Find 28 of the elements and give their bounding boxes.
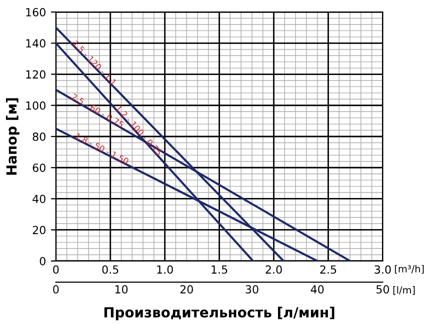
x2-tick-label: 40	[310, 285, 324, 294]
x2-tick-label: 20	[180, 285, 193, 294]
y-tick-label: 20	[32, 226, 46, 234]
x-tick-label: 0.5	[102, 265, 118, 274]
y-tick-label: 80	[32, 132, 46, 141]
y-tick-label: 120	[26, 70, 46, 79]
y-tick-label: 40	[32, 194, 46, 204]
x-tick-label: 2.0	[266, 265, 282, 274]
x2-tick-label: 50	[376, 285, 390, 294]
x2-tick-label: 0	[53, 285, 59, 294]
y-axis-title: Напор [м]	[6, 98, 20, 175]
x2-tick-label: 30	[246, 285, 258, 294]
text: [m³/h]	[394, 264, 424, 274]
text: [l/m]	[393, 286, 415, 295]
x2-tick-label: 10	[115, 285, 128, 294]
y-tick-label: 0	[40, 256, 46, 266]
y-tick-label: 60	[32, 164, 46, 172]
y-tick-label: 160	[26, 8, 46, 16]
x-tick-label: 0	[53, 265, 59, 274]
x-tick-label: 2.5	[320, 265, 336, 274]
text: 1.5 - 120 - 1.1	[72, 40, 117, 86]
text: 1.8 - 50 - 1.50	[74, 132, 130, 164]
x-tick-label: 3.0	[374, 265, 391, 274]
y-tick-label: 100	[26, 101, 46, 110]
y-tick-label: 140	[26, 39, 46, 48]
x-axis-title: Производительность [л/мин]	[104, 306, 334, 320]
x-tick-label: 1.5	[212, 265, 228, 274]
x-tick-label: 1.0	[157, 265, 173, 274]
